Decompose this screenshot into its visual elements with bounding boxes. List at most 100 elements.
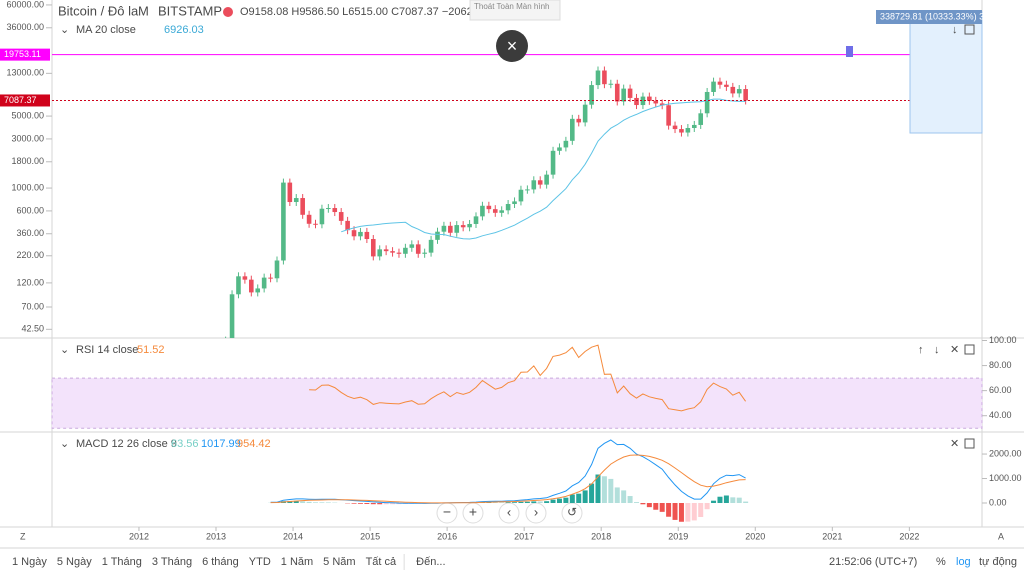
candle bbox=[614, 83, 620, 102]
y-tick-label: 36000.00 bbox=[6, 22, 44, 32]
candle bbox=[467, 223, 472, 228]
y-tick-label: 220.00 bbox=[16, 250, 44, 260]
candle bbox=[293, 198, 299, 203]
z-button[interactable]: Z bbox=[20, 531, 26, 541]
range-button[interactable]: YTD bbox=[249, 556, 271, 568]
maximize[interactable] bbox=[964, 344, 975, 355]
down[interactable]: ↓ bbox=[952, 24, 958, 36]
y-tick-label: 60000.00 bbox=[6, 0, 44, 9]
maximize[interactable] bbox=[964, 438, 975, 449]
candle bbox=[351, 230, 357, 237]
macd-hist bbox=[383, 503, 389, 505]
scroll-left[interactable]: ‹ bbox=[507, 504, 511, 519]
range-button[interactable]: Tất cả bbox=[366, 556, 397, 568]
maximize[interactable] bbox=[964, 24, 975, 35]
y-tick-label: 70.00 bbox=[21, 301, 44, 311]
up[interactable]: ↑ bbox=[918, 344, 924, 356]
macd-hist bbox=[325, 502, 331, 504]
candle bbox=[319, 208, 325, 225]
candle bbox=[358, 231, 363, 237]
rsi-label: RSI 14 close bbox=[76, 344, 138, 356]
candle bbox=[281, 182, 286, 261]
close[interactable]: ✕ bbox=[950, 438, 959, 450]
candle bbox=[403, 247, 408, 254]
percent-button[interactable]: % bbox=[936, 556, 946, 568]
range-button[interactable]: 6 tháng bbox=[202, 556, 239, 568]
auto-button[interactable]: tự động bbox=[979, 556, 1017, 568]
macd-hist bbox=[531, 501, 537, 504]
scroll-right[interactable]: › bbox=[534, 504, 538, 519]
candle bbox=[326, 208, 331, 210]
signal-line bbox=[270, 454, 746, 504]
rsi-tick-label: 100.00 bbox=[989, 335, 1017, 345]
close[interactable]: ✕ bbox=[950, 344, 959, 356]
exit-fullscreen[interactable] bbox=[496, 30, 528, 62]
range-button[interactable]: 1 Ngày bbox=[12, 556, 47, 568]
macd-hist bbox=[351, 503, 357, 504]
macd-label: MACD 12 26 close 9 bbox=[76, 438, 177, 450]
macd-hist bbox=[589, 483, 595, 504]
marker bbox=[846, 46, 853, 57]
range-button[interactable]: 3 Tháng bbox=[152, 556, 192, 568]
measure-box bbox=[909, 11, 983, 134]
y-tick-label: 3000.00 bbox=[11, 133, 44, 143]
macd-hist bbox=[608, 478, 614, 504]
candle bbox=[582, 104, 588, 123]
candle bbox=[428, 239, 434, 253]
macd-hist bbox=[364, 503, 370, 504]
ohlc: O9158.08 H9586.50 L6515.00 C7087.37 −206… bbox=[240, 6, 542, 18]
candle bbox=[550, 150, 556, 175]
a-button[interactable]: A bbox=[998, 531, 1004, 541]
macd-hist bbox=[595, 474, 601, 504]
candle bbox=[608, 83, 614, 85]
macd-hist bbox=[634, 502, 640, 504]
candle bbox=[653, 100, 659, 104]
last-line-label: 7087.37 bbox=[4, 95, 37, 105]
x-tick-label: 2015 bbox=[360, 531, 380, 541]
macd-hist bbox=[319, 502, 325, 504]
candle bbox=[287, 182, 293, 203]
candle bbox=[396, 252, 402, 254]
zoom-in[interactable]: + bbox=[469, 504, 477, 520]
price-pane bbox=[225, 66, 748, 338]
macd-hist bbox=[293, 500, 299, 504]
clock: 21:52:06 (UTC+7) bbox=[829, 556, 917, 568]
candle bbox=[313, 223, 318, 225]
close-icon[interactable]: × bbox=[507, 36, 518, 56]
macd-hist bbox=[640, 503, 646, 505]
candle bbox=[736, 89, 742, 94]
macd-tick-label: 0.00 bbox=[989, 497, 1007, 507]
y-tick-label: 1000.00 bbox=[11, 182, 44, 192]
range-button[interactable]: 1 Tháng bbox=[102, 556, 142, 568]
x-tick-label: 2012 bbox=[129, 531, 149, 541]
x-tick-label: 2014 bbox=[283, 531, 303, 541]
candle bbox=[422, 252, 427, 254]
macd-hist bbox=[576, 493, 582, 504]
candle bbox=[480, 205, 485, 217]
y-tick-label: 120.00 bbox=[16, 277, 44, 287]
candle bbox=[666, 105, 671, 126]
rsi-collapse[interactable]: ⌄ bbox=[60, 344, 69, 356]
exchange: BITSTAMP bbox=[158, 3, 222, 18]
zoom-out[interactable]: − bbox=[443, 504, 451, 520]
candle bbox=[647, 96, 652, 101]
log-button[interactable]: log bbox=[956, 556, 971, 568]
macd-collapse[interactable]: ⌄ bbox=[60, 438, 69, 450]
down[interactable]: ↓ bbox=[934, 344, 940, 356]
goto-button[interactable]: Đến... bbox=[416, 556, 445, 568]
candle bbox=[518, 189, 524, 202]
zoom-controls: − + ‹ › ↺ bbox=[436, 502, 583, 524]
range-button[interactable]: 5 Năm bbox=[323, 556, 355, 568]
reset[interactable]: ↺ bbox=[567, 505, 577, 519]
x-tick-label: 2017 bbox=[514, 531, 534, 541]
candle bbox=[345, 220, 350, 231]
candle bbox=[300, 198, 305, 215]
collapse[interactable]: ⌄ bbox=[60, 24, 69, 36]
candle bbox=[717, 81, 723, 85]
candle bbox=[268, 277, 273, 279]
range-button[interactable]: 1 Năm bbox=[281, 556, 313, 568]
candle bbox=[454, 225, 460, 233]
macd-hist bbox=[614, 487, 620, 504]
range-button[interactable]: 5 Ngày bbox=[57, 556, 92, 568]
